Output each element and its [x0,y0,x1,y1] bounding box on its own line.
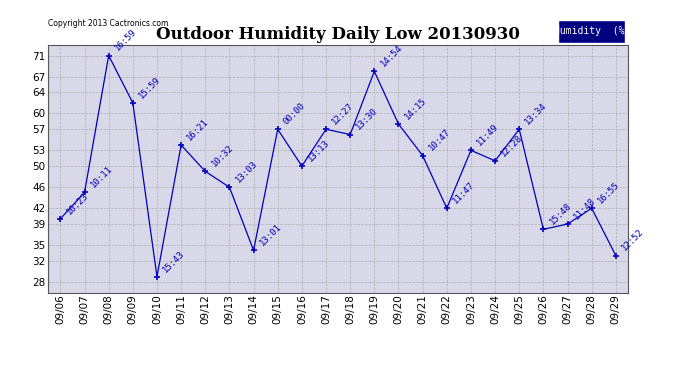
Text: 11:48: 11:48 [572,196,597,221]
Text: 12:28: 12:28 [500,133,524,158]
Text: 10:11: 10:11 [89,164,114,190]
Text: 14:54: 14:54 [379,43,404,69]
Text: 13:30: 13:30 [355,106,380,132]
Text: 11:49: 11:49 [475,122,500,147]
Text: Humidity  (%): Humidity (%) [554,26,630,36]
FancyBboxPatch shape [558,20,625,42]
Text: 10:47: 10:47 [427,128,452,153]
Text: 11:47: 11:47 [451,180,476,206]
Text: Copyright 2013 Cactronics.com: Copyright 2013 Cactronics.com [48,19,168,28]
Text: 15:43: 15:43 [161,249,186,274]
Text: 12:52: 12:52 [620,228,645,253]
Text: 00:00: 00:00 [282,101,307,126]
Text: 16:21: 16:21 [186,117,210,142]
Text: 13:01: 13:01 [258,222,283,248]
Title: Outdoor Humidity Daily Low 20130930: Outdoor Humidity Daily Low 20130930 [156,27,520,44]
Text: 12:27: 12:27 [331,101,355,126]
Text: 15:59: 15:59 [137,75,162,100]
Text: 10:32: 10:32 [210,143,235,169]
Text: 16:55: 16:55 [596,180,621,206]
Text: 13:13: 13:13 [306,138,331,164]
Text: 14:15: 14:15 [403,96,428,121]
Text: 10:23: 10:23 [65,190,90,216]
Text: 13:34: 13:34 [524,101,549,126]
Text: 13:03: 13:03 [234,159,259,184]
Text: 16:59: 16:59 [113,27,138,53]
Text: 15:48: 15:48 [548,201,573,226]
